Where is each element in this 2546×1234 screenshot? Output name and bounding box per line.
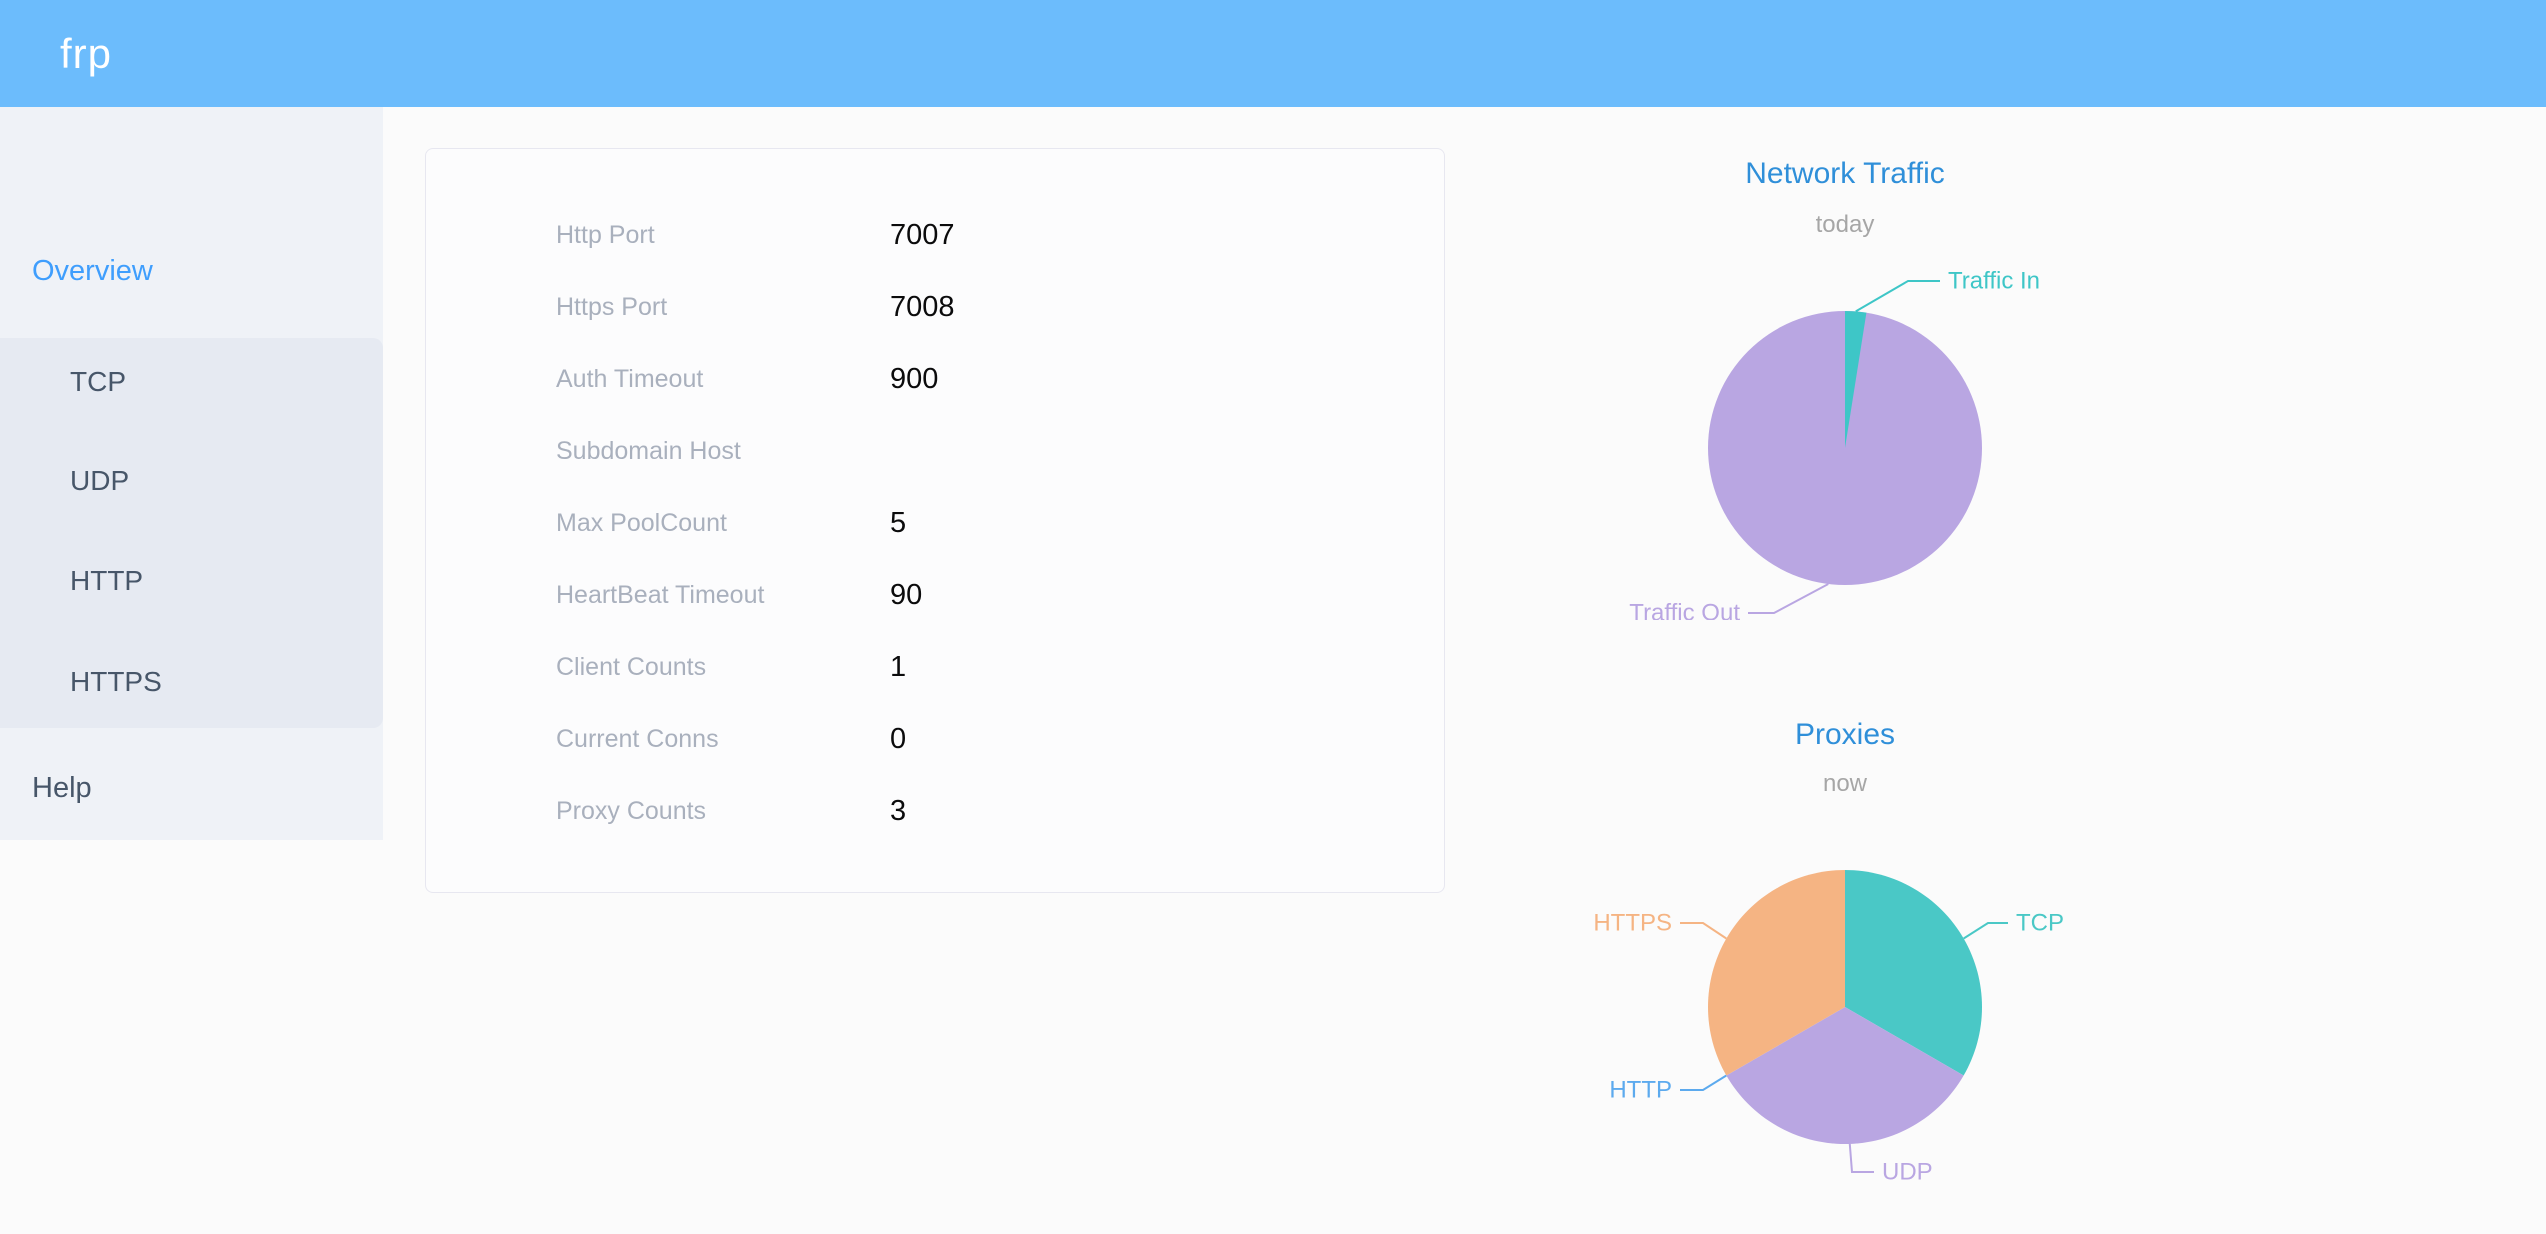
pie-label-http: HTTP [1609, 1077, 1672, 1104]
sidebar-item-udp[interactable]: UDP [70, 465, 130, 496]
sidebar-item-overview[interactable]: Overview [32, 255, 153, 287]
sidebar-item-tcp[interactable]: TCP [70, 366, 126, 397]
config-row: Auth Timeout 900 [426, 343, 1444, 415]
config-label: HeartBeat Timeout [556, 580, 765, 609]
pie-slice-https[interactable] [1708, 870, 1845, 1076]
pie-label-traffic-out: Traffic Out [1629, 600, 1740, 621]
pie-label-udp: UDP [1882, 1159, 1933, 1186]
proxies-submenu: TCP UDP HTTP HTTPS [0, 338, 383, 728]
chart-title-network-traffic: Network Traffic [1745, 157, 1945, 190]
config-row: Http Port 7007 [426, 199, 1444, 271]
pie-label-line-https [1680, 922, 1727, 940]
chart-title-proxies: Proxies [1794, 718, 1896, 751]
config-row: HeartBeat Timeout 90 [426, 559, 1444, 631]
config-row: Https Port 7008 [426, 271, 1444, 343]
proxies-pie-chart: TCP UDP HTTP HTTPS [1593, 870, 2064, 1186]
config-value: 3 [890, 794, 907, 827]
config-label: Max PoolCount [556, 508, 727, 537]
pie-label-line-tcp [1963, 922, 2008, 940]
config-label: Current Conns [556, 724, 719, 753]
pie-label-line-traffic-out [1748, 583, 1829, 614]
app-header: frp [0, 0, 2546, 107]
sidebar-item-https[interactable]: HTTPS [70, 666, 162, 697]
config-label: Client Counts [556, 652, 707, 681]
config-label: Http Port [556, 220, 655, 249]
server-config-rows: Http Port 7007 Https Port 7008 Auth Timeout 9… [426, 199, 1444, 847]
network-traffic-pie-chart: Traffic In Traffic Out [1629, 268, 2040, 621]
pie-slice-tcp[interactable] [1845, 870, 1982, 1076]
config-value: 90 [890, 578, 923, 611]
pie-label-line-traffic-in [1855, 280, 1940, 313]
config-row: Subdomain Host [426, 415, 1444, 487]
config-row: Proxy Counts 3 [426, 775, 1444, 847]
config-value: 900 [890, 362, 939, 395]
pie-label-traffic-in: Traffic In [1948, 268, 2040, 295]
server-config-card: Http Port 7007 Https Port 7008 Auth Timeout 9… [425, 148, 1445, 893]
config-value: 7007 [890, 218, 955, 251]
config-value: 5 [890, 506, 907, 539]
config-row: Client Counts 1 [426, 631, 1444, 703]
sidebar-item-help[interactable]: Help [32, 772, 92, 804]
config-value: 7008 [890, 290, 955, 323]
pie-slice-udp[interactable] [1726, 1007, 1964, 1144]
config-value: 0 [890, 722, 907, 755]
sidebar: Overview Proxies TCP UDP HTTP HTTPS Help [0, 107, 383, 840]
config-row: Current Conns 0 [426, 703, 1444, 775]
pie-label-line-udp [1848, 1143, 1874, 1173]
pie-label-line-http [1680, 1074, 1727, 1091]
pie-label-https: HTTPS [1593, 910, 1672, 937]
sidebar-item-http[interactable]: HTTP [70, 565, 144, 596]
config-label: Https Port [556, 292, 668, 321]
config-label: Subdomain Host [556, 436, 741, 465]
chart-subtitle-proxies: now [1822, 770, 1868, 797]
config-label: Auth Timeout [556, 364, 704, 393]
pie-label-tcp: TCP [2016, 910, 2064, 937]
config-label: Proxy Counts [556, 796, 707, 825]
pie-slice-traffic-in[interactable] [1845, 311, 1867, 448]
config-row: Max PoolCount 5 [426, 487, 1444, 559]
chart-subtitle-network-traffic: today [1815, 211, 1875, 238]
app-logo: frp [60, 29, 113, 77]
config-value: 1 [890, 650, 907, 683]
